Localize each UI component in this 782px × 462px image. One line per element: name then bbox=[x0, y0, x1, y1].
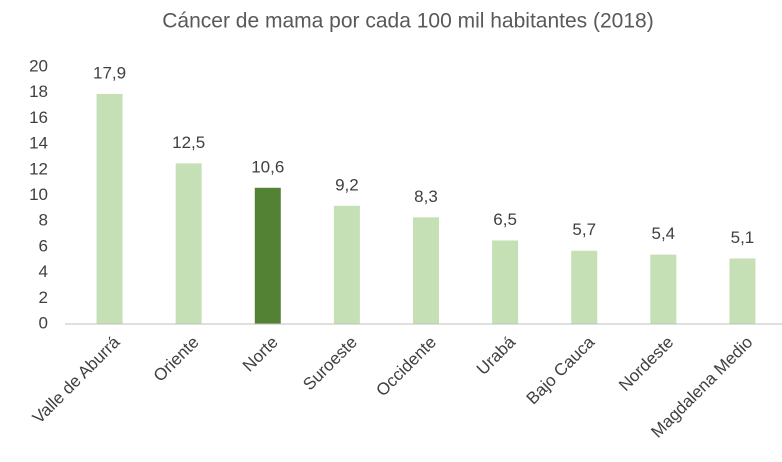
data-label: 5,1 bbox=[731, 228, 755, 247]
bar bbox=[413, 217, 439, 324]
y-tick-label: 4 bbox=[39, 262, 48, 281]
y-tick-label: 20 bbox=[29, 56, 48, 75]
data-label: 9,2 bbox=[335, 175, 359, 194]
y-tick-label: 2 bbox=[39, 288, 48, 307]
data-label: 5,4 bbox=[652, 224, 676, 243]
y-tick-label: 8 bbox=[39, 211, 48, 230]
y-tick-label: 6 bbox=[39, 236, 48, 255]
y-tick-label: 18 bbox=[29, 82, 48, 101]
bar bbox=[333, 205, 360, 324]
x-tick-label: Oriente bbox=[150, 333, 203, 386]
y-tick-label: 14 bbox=[29, 134, 48, 153]
bar bbox=[254, 187, 281, 324]
bar bbox=[650, 254, 677, 324]
bar bbox=[96, 93, 123, 324]
x-tick-label: Norte bbox=[239, 333, 282, 376]
data-label: 17,9 bbox=[93, 63, 126, 82]
y-tick-label: 10 bbox=[29, 185, 48, 204]
data-label: 8,3 bbox=[414, 187, 438, 206]
x-tick-label: Bajo Cauca bbox=[523, 332, 599, 408]
x-tick-label: Valle de Aburrá bbox=[29, 332, 124, 427]
bar bbox=[492, 240, 519, 324]
x-tick-label: Nordeste bbox=[615, 333, 677, 395]
data-label: 12,5 bbox=[172, 133, 205, 152]
bar bbox=[571, 250, 598, 324]
x-tick-label: Urabá bbox=[473, 332, 520, 379]
data-label: 6,5 bbox=[493, 210, 517, 229]
x-tick-label: Occidente bbox=[372, 333, 440, 401]
chart-title: Cáncer de mama por cada 100 mil habitant… bbox=[162, 10, 653, 33]
y-tick-label: 12 bbox=[29, 159, 48, 178]
y-tick-label: 0 bbox=[39, 313, 48, 332]
y-tick-label: 16 bbox=[29, 108, 48, 127]
bar bbox=[729, 258, 756, 324]
data-label: 5,7 bbox=[572, 220, 596, 239]
bar bbox=[175, 163, 202, 324]
data-label: 10,6 bbox=[251, 157, 284, 176]
x-tick-label: Suroeste bbox=[299, 333, 361, 395]
